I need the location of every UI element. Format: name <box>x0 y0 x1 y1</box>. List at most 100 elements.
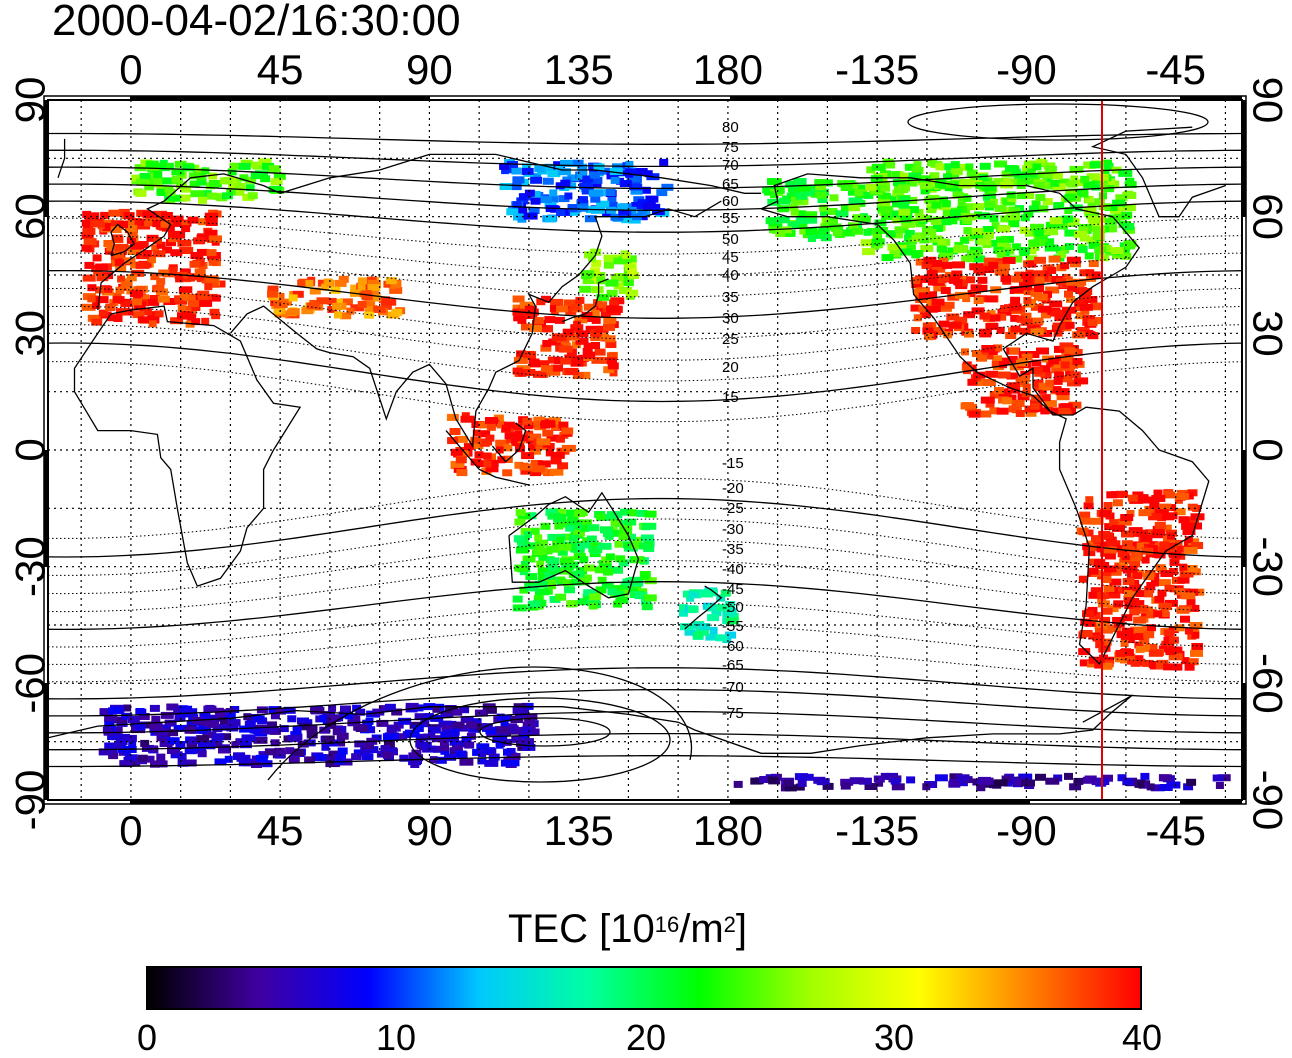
tec-pixel <box>579 574 592 582</box>
tec-pixel <box>306 731 318 739</box>
coastline-path <box>508 491 640 599</box>
tec-pixel <box>1060 356 1073 363</box>
tec-pixel <box>1177 576 1190 584</box>
tec-pixel <box>320 754 334 762</box>
tec-pixel <box>1031 200 1041 208</box>
tec-pixel <box>329 714 341 722</box>
tec-pixel <box>350 284 362 292</box>
tec-pixel <box>910 304 921 312</box>
lat-tick-left: 60 <box>7 193 54 240</box>
tec-pixel <box>973 203 984 211</box>
mag-lat-contour <box>48 132 1242 145</box>
tec-pixel <box>496 421 506 429</box>
tec-pixel <box>635 168 648 175</box>
tec-pixel <box>605 201 618 209</box>
tec-pixel <box>637 209 648 216</box>
tec-pixel <box>922 783 931 791</box>
tec-pixel <box>165 188 176 196</box>
tec-pixel <box>1100 168 1110 176</box>
tec-pixel <box>973 266 985 274</box>
tec-pixel <box>141 755 155 763</box>
tec-pixel <box>1095 627 1103 635</box>
tec-pixel <box>516 365 531 373</box>
tec-pixel <box>863 228 872 236</box>
map-title: 2000-04-02/16:30:00 <box>52 0 461 45</box>
tec-pixel <box>1048 255 1061 263</box>
tec-pixel <box>1070 260 1081 268</box>
tec-pixel <box>1163 491 1176 499</box>
tec-pixel <box>1018 247 1030 254</box>
tec-pixel <box>135 708 147 716</box>
tec-pixel <box>545 215 557 223</box>
tec-pixel <box>1090 587 1103 595</box>
tec-pixel <box>913 288 928 296</box>
tec-pixel <box>973 371 986 379</box>
tec-pixel <box>997 225 1011 233</box>
tec-pixel <box>1050 179 1060 187</box>
tec-pixel <box>203 293 218 301</box>
tec-pixel <box>521 726 532 734</box>
tec-pixel <box>867 227 878 235</box>
mag-lat-label: 30 <box>722 310 739 327</box>
tec-pixel <box>446 413 459 421</box>
tec-pixel <box>531 465 546 473</box>
tec-pixel <box>544 316 556 324</box>
tec-pixel <box>589 273 602 281</box>
tec-pixel <box>239 741 252 749</box>
tec-pixel <box>875 779 884 787</box>
tec-pixel <box>1184 663 1195 671</box>
tec-pixel <box>1034 205 1049 213</box>
tec-pixel <box>322 711 335 719</box>
tec-pixel <box>384 732 399 740</box>
graticule-grid <box>48 100 1242 800</box>
mag-lat-contour <box>48 200 1242 233</box>
tec-pixel <box>252 727 262 734</box>
tec-pixel <box>1087 215 1099 223</box>
tec-pixel <box>235 188 245 196</box>
tec-pixel <box>1147 624 1156 632</box>
tec-pixel <box>1183 565 1198 572</box>
tec-pixel <box>1090 302 1102 310</box>
tec-pixel <box>458 740 469 748</box>
tec-pixel <box>628 576 641 584</box>
tec-pixel <box>1097 571 1112 579</box>
tec-pixel <box>989 314 1001 322</box>
tec-pixel <box>553 515 564 523</box>
tec-pixel <box>768 178 782 186</box>
tec-pixel <box>720 589 731 597</box>
tec-pixel <box>206 192 217 200</box>
tec-pixel <box>1109 225 1118 233</box>
tec-pixel <box>136 178 150 186</box>
mag-lat-label: -15 <box>722 455 744 472</box>
tec-pixel <box>117 275 126 283</box>
tec-pixel <box>179 292 189 300</box>
tec-pixel <box>1048 357 1060 365</box>
tec-pixel <box>1006 214 1020 222</box>
mag-lat-label: 60 <box>722 193 739 210</box>
tec-pixel <box>1007 355 1018 363</box>
tec-pixel <box>520 323 532 331</box>
tec-pixel <box>597 542 612 550</box>
tec-pixel <box>624 168 638 176</box>
tec-pixel <box>894 226 909 234</box>
tec-pixel <box>938 320 950 328</box>
tec-pixel <box>1051 366 1064 374</box>
tec-pixel <box>81 244 92 252</box>
tec-pixel <box>589 593 601 601</box>
tec-pixel <box>346 307 355 315</box>
tec-pixel <box>820 208 828 216</box>
tec-pixel <box>617 203 628 211</box>
tec-pixel <box>1080 307 1090 315</box>
tec-pixel <box>303 739 316 747</box>
tec-pixel <box>1057 251 1067 259</box>
tec-pixel <box>158 269 170 277</box>
tec-pixel <box>621 216 632 224</box>
tec-pixel <box>486 423 496 431</box>
tec-pixel <box>918 292 931 300</box>
tec-pixel <box>947 247 958 255</box>
tec-pixel <box>1020 214 1030 222</box>
tec-pixel <box>921 261 932 269</box>
tec-pixel <box>354 740 366 748</box>
tec-pixel <box>1188 658 1199 666</box>
colorbar <box>146 966 1142 1010</box>
